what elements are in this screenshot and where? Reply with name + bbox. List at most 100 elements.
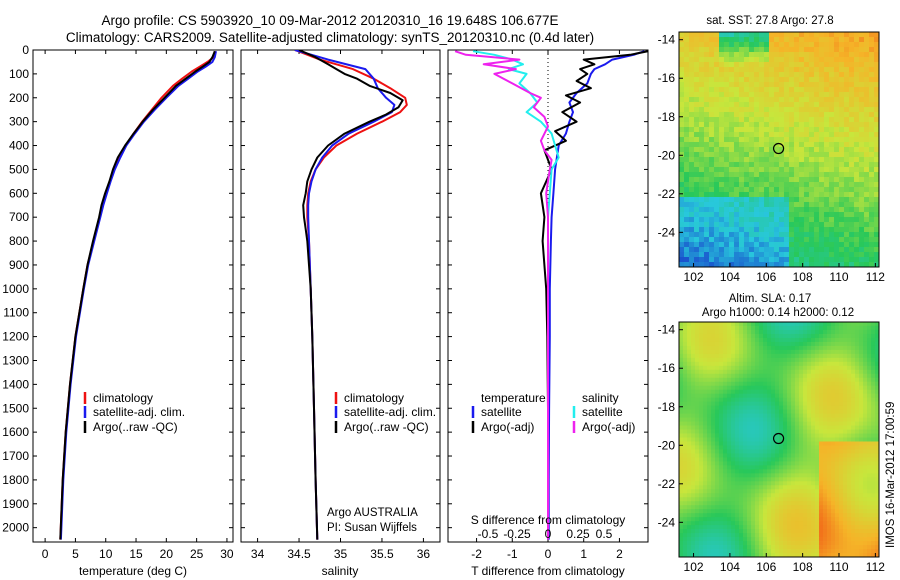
- map-cell: [784, 122, 790, 128]
- map-cell: [709, 107, 715, 113]
- map-cell: [703, 421, 708, 426]
- map-cell: [819, 353, 824, 359]
- map-cell: [699, 373, 704, 379]
- map-cell: [843, 369, 848, 375]
- map-cell: [829, 187, 835, 193]
- map-cell: [764, 257, 770, 263]
- map-cell: [824, 257, 830, 263]
- map-cell: [744, 187, 750, 193]
- map-cell: [711, 322, 716, 327]
- map-cell: [855, 322, 860, 327]
- map-cell: [774, 167, 780, 173]
- map-cell: [719, 353, 724, 359]
- map-cell: [804, 157, 810, 163]
- map-cell: [699, 237, 705, 243]
- map-cell: [844, 132, 850, 138]
- map-cell: [719, 47, 725, 53]
- map-cell: [729, 77, 735, 83]
- map-cell: [831, 345, 836, 351]
- map-cell: [714, 162, 720, 168]
- map-cell: [855, 409, 860, 415]
- map-cell: [707, 545, 712, 550]
- map-cell: [819, 365, 824, 371]
- map-cell: [731, 421, 736, 426]
- map-cell: [791, 397, 796, 403]
- map-cell: [699, 202, 705, 208]
- map-cell: [694, 82, 700, 88]
- map-cell: [859, 413, 864, 418]
- map-cell: [839, 97, 845, 103]
- map-cell: [855, 457, 860, 462]
- map-cell: [871, 333, 876, 339]
- map-cell: [869, 217, 875, 223]
- map-cell: [869, 67, 875, 73]
- map-cell: [691, 521, 696, 526]
- map-cell: [859, 152, 865, 158]
- map-cell: [684, 197, 690, 203]
- map-cell: [874, 92, 879, 98]
- map-cell: [843, 333, 848, 339]
- map-cell: [819, 445, 824, 450]
- map-cell: [731, 373, 736, 379]
- map-cell: [695, 477, 700, 482]
- map-cell: [871, 525, 876, 530]
- map-cell: [731, 389, 736, 395]
- map-cell: [707, 421, 712, 426]
- map-cell: [799, 197, 805, 203]
- map-cell: [694, 212, 700, 218]
- map-cell: [864, 177, 870, 183]
- map-cell: [799, 137, 805, 143]
- map-cell: [869, 232, 875, 238]
- map-cell: [751, 421, 756, 426]
- map-cell: [719, 87, 725, 93]
- map-cell: [719, 212, 725, 218]
- map-cell: [727, 333, 732, 339]
- map-cell: [759, 337, 764, 343]
- map-cell: [851, 373, 856, 379]
- map-cell: [804, 112, 810, 118]
- map-cell: [855, 373, 860, 379]
- map-cell: [794, 137, 800, 143]
- map-cell: [694, 167, 700, 173]
- map-cell: [834, 102, 840, 108]
- map-cell: [691, 541, 696, 546]
- map-cell: [719, 481, 724, 486]
- map-cell: [871, 393, 876, 399]
- map-cell: [839, 501, 844, 506]
- map-cell: [679, 42, 685, 48]
- map-cell: [711, 393, 716, 399]
- map-cell: [854, 232, 860, 238]
- map-cell: [809, 42, 815, 48]
- map-cell: [789, 212, 795, 218]
- map-cell: [819, 345, 824, 351]
- map-cell: [849, 142, 855, 148]
- map-cell: [834, 252, 840, 258]
- map-cell: [875, 322, 879, 327]
- map-cell: [751, 429, 756, 434]
- map-cell: [809, 197, 815, 203]
- map-cell: [823, 525, 828, 530]
- map-cell: [784, 87, 790, 93]
- map-cell: [699, 142, 705, 148]
- map-cell: [767, 537, 772, 542]
- map-cell: [744, 177, 750, 183]
- map-cell: [829, 142, 835, 148]
- map-cell: [809, 62, 815, 68]
- map-cell: [863, 325, 868, 331]
- map-cell: [763, 413, 768, 418]
- map-cell: [839, 345, 844, 351]
- map-cell: [831, 457, 836, 462]
- map-cell: [699, 477, 704, 482]
- map-cell: [843, 417, 848, 422]
- map-cell: [867, 441, 872, 446]
- map-cell: [867, 369, 872, 375]
- map-cell: [723, 525, 728, 530]
- map-cell: [771, 493, 776, 498]
- map-cell: [784, 157, 790, 163]
- map-cell: [731, 322, 736, 327]
- map-cell: [767, 533, 772, 538]
- map-cell: [799, 182, 805, 188]
- map-cell: [819, 529, 824, 534]
- map-cell: [749, 162, 755, 168]
- map-cell: [687, 373, 692, 379]
